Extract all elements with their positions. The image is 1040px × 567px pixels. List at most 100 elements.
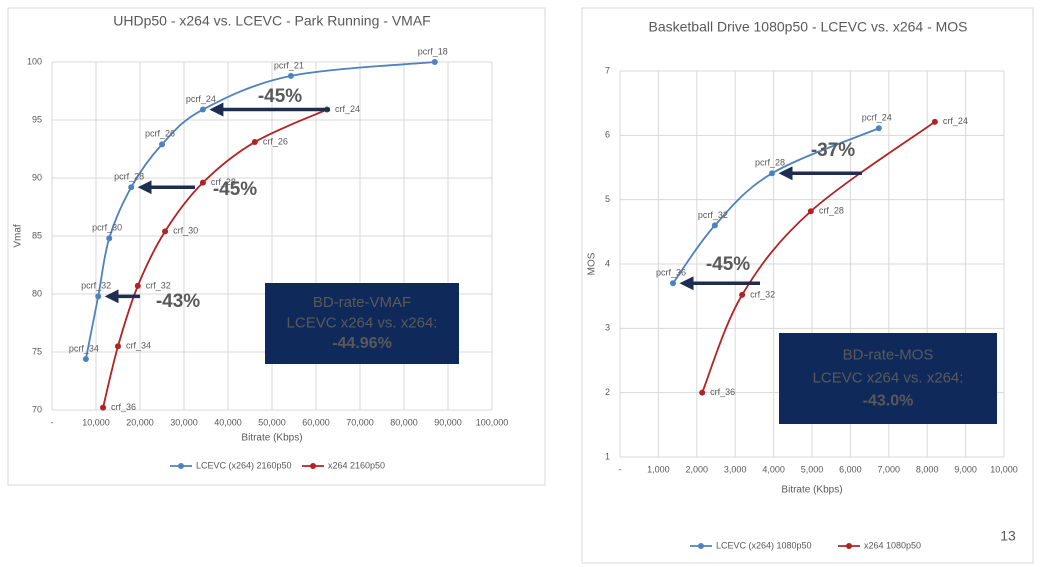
point-label: crf_24 xyxy=(335,104,360,114)
series-line xyxy=(672,127,880,284)
data-point xyxy=(106,235,113,242)
y-tick-label: 95 xyxy=(32,114,42,124)
point-label: crf_28 xyxy=(211,177,236,187)
y-tick-label: 6 xyxy=(605,130,610,140)
point-label: crf_30 xyxy=(173,226,198,236)
point-label: pcrf_28 xyxy=(755,158,785,168)
data-point xyxy=(769,170,776,177)
point-label: pcrf_32 xyxy=(698,210,728,220)
y-tick-label: 4 xyxy=(605,258,610,268)
y-axis-label: Vmaf xyxy=(13,224,24,248)
y-tick-label: 7 xyxy=(605,65,610,75)
x-tick-label: 1,000 xyxy=(647,464,670,474)
point-label: crf_24 xyxy=(943,116,968,126)
bd-rate-text: BD-rate-MOS xyxy=(843,347,934,364)
bd-rate-box xyxy=(265,283,459,364)
panel-right xyxy=(581,7,1034,564)
legend-label: x264 1080p50 xyxy=(864,540,921,550)
x-tick-label: 100,000 xyxy=(476,417,509,427)
point-label: pcrf_28 xyxy=(114,172,144,182)
data-point xyxy=(199,179,206,186)
legend-marker xyxy=(178,463,184,469)
x-tick-label: 2,000 xyxy=(686,464,709,474)
legend-label: LCEVC (x264) 2160p50 xyxy=(196,460,292,470)
x-tick-label: 50,000 xyxy=(258,417,286,427)
y-tick-label: 1 xyxy=(605,451,610,461)
page-number: 13 xyxy=(1000,528,1016,544)
legend-label: LCEVC (x264) 1080p50 xyxy=(716,540,812,550)
x-tick-label: 6,000 xyxy=(839,464,862,474)
chart-title: UHDp50 - x264 vs. LCEVC - Park Running -… xyxy=(113,13,430,29)
data-point xyxy=(82,355,89,362)
y-tick-label: 100 xyxy=(27,56,42,66)
data-point xyxy=(100,404,107,411)
x-tick-label: 9,000 xyxy=(954,464,977,474)
x-tick-label: - xyxy=(619,464,622,474)
data-point xyxy=(134,282,141,289)
y-tick-label: 3 xyxy=(605,323,610,333)
bd-rate-text: BD-rate-VMAF xyxy=(313,294,411,311)
point-label: pcrf_30 xyxy=(92,223,122,233)
data-point xyxy=(931,118,938,125)
x-tick-label: 70,000 xyxy=(346,417,374,427)
data-point xyxy=(287,72,294,79)
point-label: pcrf_24 xyxy=(186,94,216,104)
x-axis-label: Bitrate (Kbps) xyxy=(241,433,302,444)
y-tick-label: 75 xyxy=(32,346,42,356)
x-tick-label: 3,000 xyxy=(724,464,747,474)
y-tick-label: 70 xyxy=(32,404,42,414)
data-point xyxy=(807,208,814,215)
x-tick-label: 10,000 xyxy=(82,417,110,427)
x-tick-label: 20,000 xyxy=(126,417,154,427)
y-axis-label: MOS xyxy=(587,252,598,275)
bd-rate-text: -44.96% xyxy=(332,335,392,352)
annotation: -37% xyxy=(811,140,855,161)
x-tick-label: 7,000 xyxy=(878,464,901,474)
data-point xyxy=(199,106,206,113)
panel-left xyxy=(7,7,546,486)
point-label: crf_36 xyxy=(111,402,136,412)
data-point xyxy=(251,139,258,146)
x-tick-label: 80,000 xyxy=(390,417,418,427)
point-label: crf_28 xyxy=(819,206,844,216)
point-label: crf_26 xyxy=(263,136,288,146)
annotation: -45% xyxy=(213,179,257,200)
y-tick-label: 90 xyxy=(32,172,42,182)
x-tick-label: 60,000 xyxy=(302,417,330,427)
data-point xyxy=(162,228,169,235)
data-point xyxy=(95,293,102,300)
legend-marker xyxy=(846,543,852,549)
annotation: -45% xyxy=(258,86,302,107)
y-tick-label: 80 xyxy=(32,288,42,298)
x-tick-label: 4,000 xyxy=(762,464,785,474)
data-point xyxy=(699,389,706,396)
x-tick-label: 5,000 xyxy=(801,464,824,474)
x-tick-label: 8,000 xyxy=(916,464,939,474)
bd-rate-text: -43.0% xyxy=(863,392,914,409)
bd-rate-text: LCEVC x264 vs. x264: xyxy=(813,369,964,386)
point-label: pcrf_21 xyxy=(274,60,304,70)
point-label: pcrf_34 xyxy=(69,343,99,353)
y-tick-label: 2 xyxy=(605,387,610,397)
annotation: -45% xyxy=(706,254,750,275)
legend-marker xyxy=(698,543,704,549)
point-label: crf_36 xyxy=(710,387,735,397)
bd-rate-box xyxy=(779,333,997,424)
point-label: pcrf_32 xyxy=(81,281,111,291)
point-label: pcrf_26 xyxy=(145,129,175,139)
y-tick-label: 5 xyxy=(605,194,610,204)
x-tick-label: 30,000 xyxy=(170,417,198,427)
chart-title: Basketball Drive 1080p50 - LCEVC vs. x26… xyxy=(648,19,967,35)
y-tick-label: 85 xyxy=(32,230,42,240)
legend-label: x264 2160p50 xyxy=(328,460,385,470)
data-point xyxy=(431,59,438,65)
x-tick-label: 40,000 xyxy=(214,417,242,427)
point-label: crf_32 xyxy=(146,280,171,290)
series-line xyxy=(84,61,435,360)
data-point xyxy=(669,280,676,287)
series-line xyxy=(701,121,936,394)
point-label: crf_34 xyxy=(126,341,151,351)
point-label: pcrf_36 xyxy=(656,268,686,278)
x-tick-label: 90,000 xyxy=(434,417,462,427)
